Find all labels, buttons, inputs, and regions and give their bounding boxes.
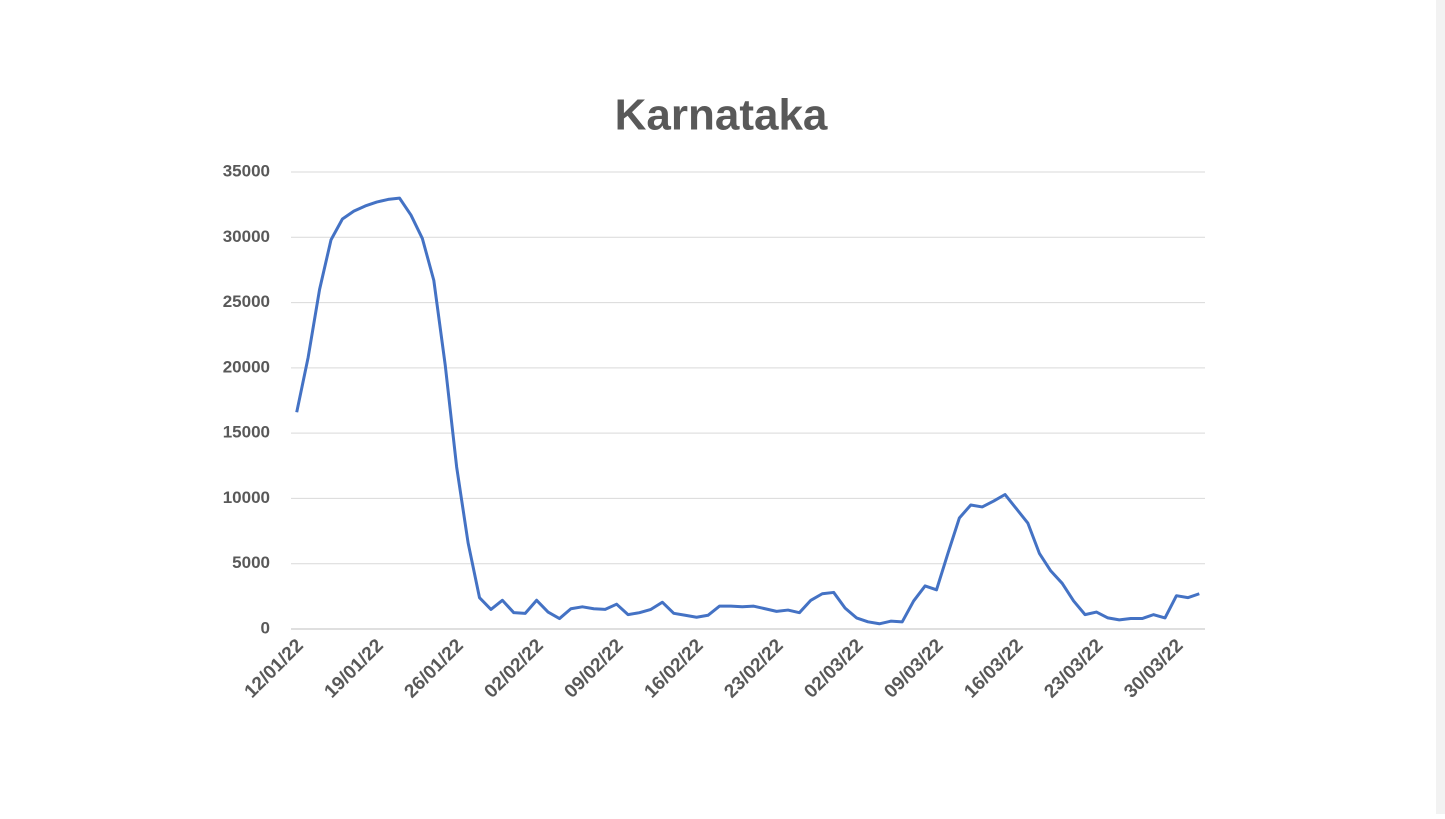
x-tick-label: 16/02/22 [641,635,708,702]
y-tick-label: 20000 [223,357,270,376]
x-tick-label: 09/03/22 [880,635,947,702]
x-tick-label: 02/02/22 [481,635,548,702]
x-tick-label: 02/03/22 [800,635,867,702]
x-tick-label: 09/02/22 [561,635,628,702]
y-tick-label: 0 [261,618,270,637]
y-tick-label: 15000 [223,423,270,442]
chart-title: Karnataka [615,91,828,140]
y-tick-label: 25000 [223,292,270,311]
y-tick-label: 35000 [223,161,270,180]
scroll-edge [1436,0,1445,814]
x-tick-label: 12/01/22 [241,635,308,702]
x-tick-label: 30/03/22 [1120,635,1187,702]
x-tick-label: 23/02/22 [720,635,787,702]
x-tick-label: 19/01/22 [321,635,388,702]
y-tick-label: 30000 [223,227,270,246]
x-tick-label: 23/03/22 [1040,635,1107,702]
y-tick-label: 5000 [232,553,270,572]
x-tick-label: 16/03/22 [960,635,1027,702]
x-tick-label: 26/01/22 [401,635,468,702]
line-series [295,196,1200,626]
y-tick-label: 10000 [223,488,270,507]
